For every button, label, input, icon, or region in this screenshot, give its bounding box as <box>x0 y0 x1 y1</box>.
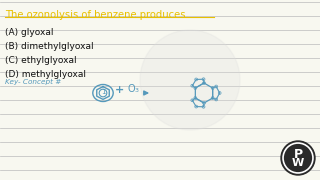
Text: +: + <box>114 85 124 95</box>
Text: P: P <box>293 147 303 161</box>
Text: 1: 1 <box>101 89 105 96</box>
Text: O: O <box>127 84 135 94</box>
Circle shape <box>281 141 315 175</box>
Text: (C) ethylglyoxal: (C) ethylglyoxal <box>5 56 76 65</box>
Text: The ozonolysis of benzene produces: The ozonolysis of benzene produces <box>5 10 186 20</box>
Text: (A) glyoxal: (A) glyoxal <box>5 28 53 37</box>
Text: W: W <box>292 158 304 168</box>
Circle shape <box>140 30 240 130</box>
Text: 3: 3 <box>134 89 139 93</box>
Text: (B) dimethylglyoxal: (B) dimethylglyoxal <box>5 42 94 51</box>
Text: (D) methylglyoxal: (D) methylglyoxal <box>5 70 86 79</box>
Text: Key- Concept #: Key- Concept # <box>5 79 61 85</box>
